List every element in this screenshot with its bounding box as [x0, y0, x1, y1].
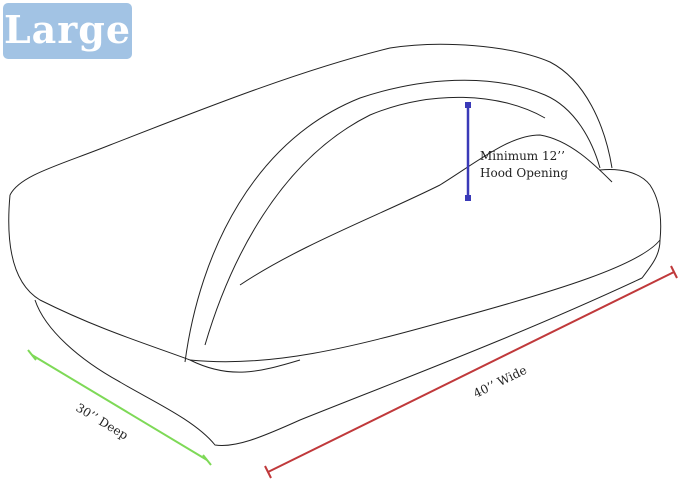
bed-outline [8, 43, 662, 447]
hood-dimension-line [465, 102, 471, 201]
depth-label: 30’’ Deep [73, 401, 130, 443]
size-badge-label: Large [3, 7, 132, 52]
depth-dimension-line [27, 349, 212, 466]
size-badge: Large [3, 3, 132, 59]
width-dimension-line [264, 265, 678, 479]
hood-label-line2: Hood Opening [480, 166, 568, 180]
hood-label-line1: Minimum 12’’ [480, 149, 565, 163]
